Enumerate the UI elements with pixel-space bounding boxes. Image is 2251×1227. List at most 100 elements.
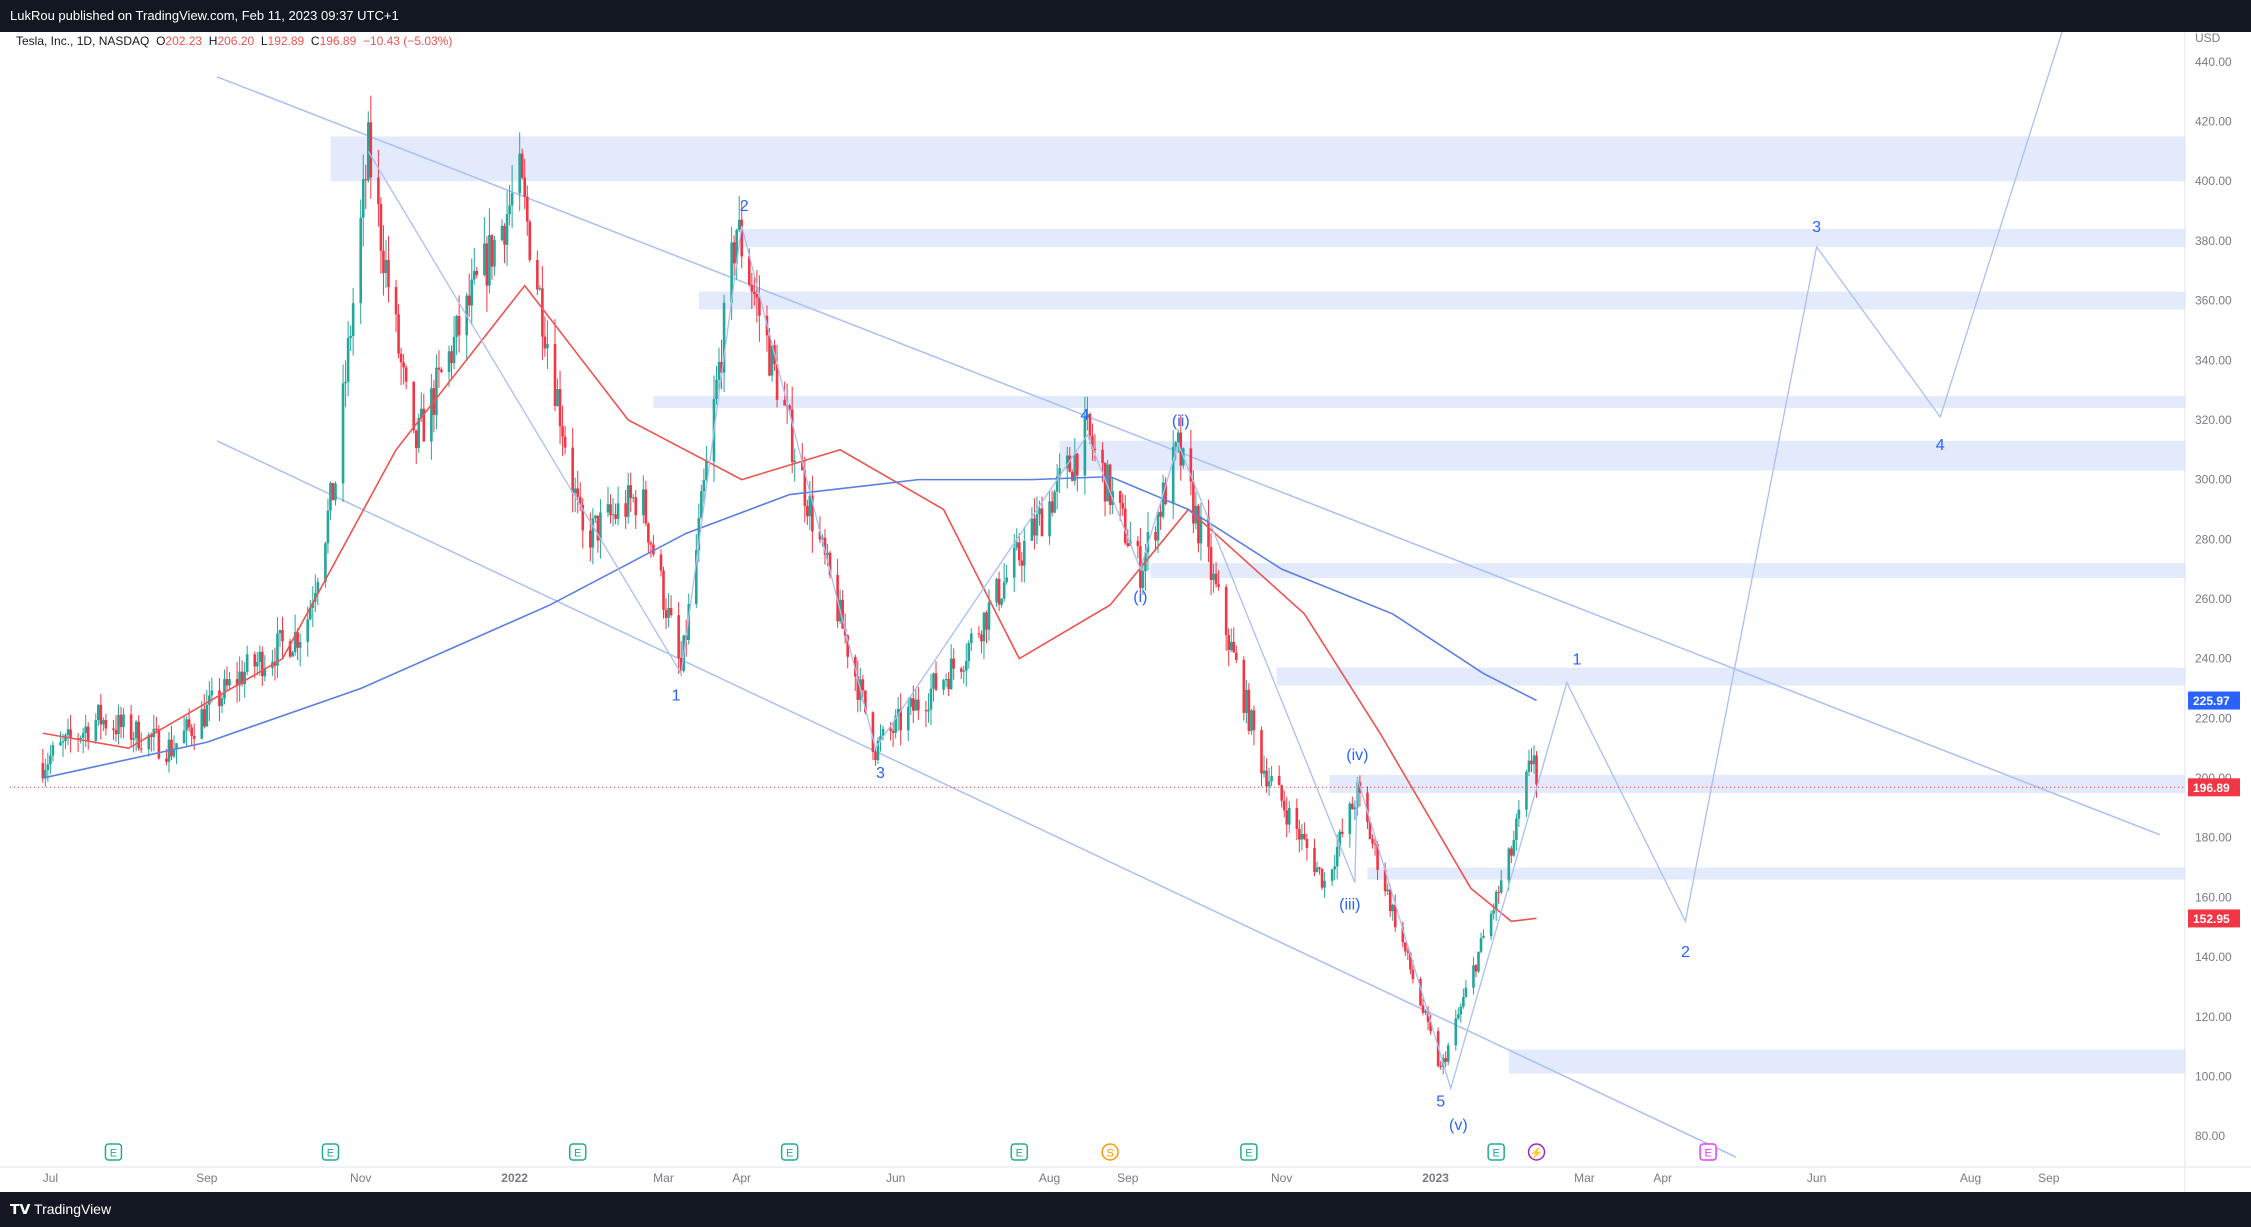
candle-body [667, 608, 670, 618]
x-tick-label: Apr [732, 1171, 751, 1185]
candle-body [891, 730, 895, 733]
event-marker [1101, 1143, 1119, 1161]
candle-body [561, 426, 564, 437]
candle-body [1419, 979, 1422, 1006]
candle-body [649, 542, 653, 545]
candle-body [1444, 1058, 1448, 1062]
x-tick-label: Sep [1117, 1171, 1139, 1185]
candle-body [508, 205, 511, 215]
candle-body [467, 295, 471, 306]
candle-body [1429, 1021, 1432, 1032]
candle-body [1295, 808, 1299, 829]
candle-body [293, 632, 297, 653]
tradingview-logo-icon: 𝗧𝗩 [10, 1201, 31, 1217]
candle-body [987, 602, 991, 630]
candle-body [1262, 770, 1266, 774]
candle-body [732, 242, 736, 264]
candle-body [1260, 730, 1263, 774]
candle-body [69, 729, 72, 739]
candle-body [114, 729, 118, 735]
candle-body [457, 316, 461, 336]
candle-body [1348, 803, 1352, 834]
price-badge-label: 152.95 [2193, 912, 2230, 926]
candle-body [253, 654, 257, 667]
chart-area[interactable]: 1 2 3 4 (ii) (i) (iv) (iii) 5 (v) 1 2 3 4 E E E E E S E E ⚡ E US… [0, 32, 2251, 1192]
candle-body [1012, 547, 1016, 578]
resistance-zone [1059, 440, 2185, 471]
candle-body [909, 698, 913, 707]
candle-body [1224, 586, 1228, 635]
candle-body [997, 578, 1001, 605]
price-chart[interactable]: 1 2 3 4 (ii) (i) (iv) (iii) 5(v) 1 2 3 4 E E E E E S E E ⚡ E US… [0, 32, 2251, 1192]
candle-body [768, 335, 771, 376]
candle-body [1318, 867, 1321, 869]
candle-body [1245, 689, 1248, 713]
candle-body [1383, 869, 1387, 892]
candle-body [611, 514, 615, 516]
candle-body [1366, 792, 1369, 823]
resistance-zone [741, 228, 2185, 247]
candle-body [518, 153, 521, 194]
candle-body [1393, 904, 1397, 928]
candle-body [853, 656, 857, 677]
candle-body [104, 719, 108, 729]
candle-body [1330, 869, 1334, 881]
candle-body [740, 219, 744, 257]
price-badge-label: 196.89 [2193, 781, 2230, 795]
event-marker [321, 1143, 340, 1161]
candle-body [255, 662, 259, 667]
candle-body [1313, 848, 1316, 873]
wave-label: 1 [1572, 652, 1581, 669]
candle-body [599, 512, 602, 541]
candle-body [826, 552, 829, 555]
y-tick-label: 400.00 [2195, 174, 2232, 188]
wave-label: (v) [1449, 1117, 1468, 1134]
candle-body [949, 658, 953, 689]
candle-body [500, 225, 504, 241]
high-label: H [208, 34, 218, 48]
candle-body [470, 279, 474, 306]
candle-body [977, 633, 981, 635]
candle-body [695, 550, 698, 605]
candle-body [86, 726, 90, 741]
candle-body [970, 633, 973, 644]
candle-body [917, 699, 920, 711]
wave-label: 3 [876, 765, 885, 782]
candle-body [1320, 868, 1324, 888]
symbol-name: Tesla, Inc., 1D, NASDAQ [16, 34, 150, 48]
candle-body [377, 177, 380, 204]
candle-body [276, 633, 279, 666]
candle-body [1174, 442, 1178, 447]
close-value: 196.89 [319, 34, 357, 48]
candle-body [1005, 577, 1008, 583]
candle-body [1103, 463, 1107, 502]
candle-body [263, 668, 267, 677]
candle-body [147, 734, 151, 750]
candle-body [811, 495, 814, 532]
candle-body [112, 728, 115, 730]
change-value: −10.43 (−5.03%) [362, 34, 453, 48]
y-tick-label: 420.00 [2195, 115, 2232, 129]
candle-body [775, 363, 779, 400]
y-tick-label: 360.00 [2195, 294, 2232, 308]
moving-average-200 [42, 475, 1537, 779]
resistance-zone [1276, 667, 2185, 686]
candle-body [828, 552, 832, 576]
x-tick-label: Jun [886, 1171, 905, 1185]
candle-body [238, 671, 241, 686]
price-badge [2188, 778, 2240, 797]
price-badge [2188, 909, 2240, 928]
resistance-zone [330, 136, 2185, 182]
elliott-wave-path [367, 32, 2063, 1091]
candle-body [157, 729, 161, 759]
candle-body [510, 193, 514, 206]
candle-body [422, 408, 426, 442]
candle-body [737, 219, 741, 230]
candle-body [1038, 508, 1041, 515]
y-tick-label: 80.00 [2195, 1129, 2225, 1143]
candle-body [1247, 689, 1251, 731]
candle-body [64, 735, 67, 742]
candle-body [208, 695, 211, 705]
candle-body [942, 680, 945, 690]
candle-body [334, 483, 337, 501]
